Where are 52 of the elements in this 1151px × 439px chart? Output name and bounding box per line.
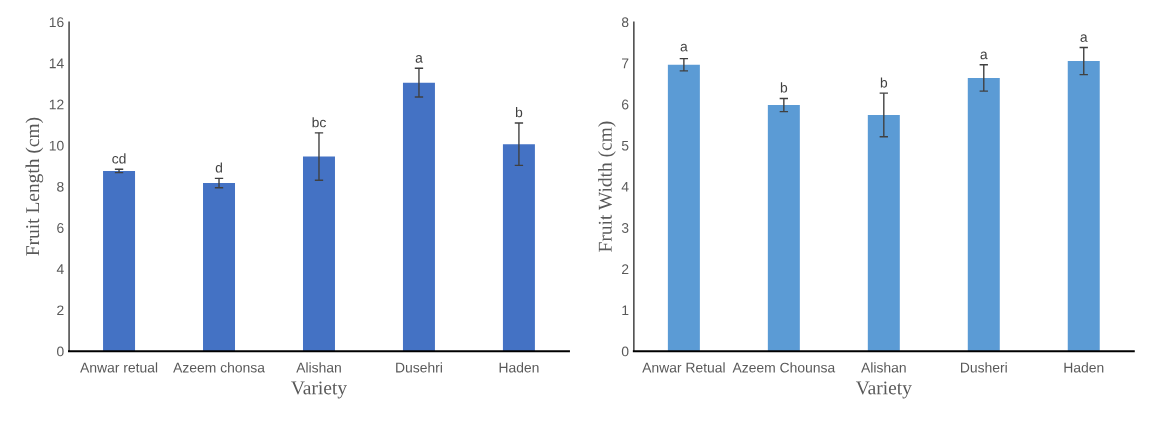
y-tick-label: 7: [622, 58, 629, 69]
x-tick-label: Anwar retual: [80, 362, 158, 373]
x-tick-label: Dusheri: [960, 362, 1007, 373]
bar: [302, 156, 335, 352]
annotation: a: [680, 43, 688, 52]
y-tick-label: 5: [621, 140, 629, 151]
y-tick-label: 10: [49, 140, 64, 151]
x-axis-title: Variety: [855, 381, 912, 399]
x-tick-label: Anwar Retual: [642, 362, 725, 373]
annotation: a: [1080, 34, 1088, 42]
annotation: b: [515, 107, 523, 118]
annotation: a: [415, 55, 423, 63]
y-tick-label: 8: [57, 181, 64, 192]
bar: [502, 144, 535, 352]
x-tick-label: Haden: [499, 362, 539, 373]
annotation: d: [215, 162, 222, 173]
annotation: b: [880, 77, 888, 88]
y-tick-label: 8: [621, 17, 629, 28]
y-tick-label: 1: [622, 305, 629, 316]
x-tick-label: Alishan: [296, 362, 341, 373]
annotation: bc: [312, 117, 326, 128]
x-tick-label: Azeem chonsa: [173, 362, 265, 373]
y-tick-label: 6: [57, 223, 64, 233]
bar: [402, 82, 435, 352]
x-tick-label: Azeem Chounsa: [732, 362, 836, 373]
y-tick-label: 4: [56, 264, 64, 274]
y-axis-title: Fruit Width (cm): [598, 121, 616, 252]
y-tick-label: 0: [57, 346, 64, 357]
x-tick-label: Haden: [1064, 362, 1104, 373]
bar: [1067, 61, 1100, 352]
y-tick-label: 2: [57, 305, 64, 316]
x-tick-label: Dusehri: [396, 362, 442, 373]
bar: [103, 170, 136, 352]
y-tick-label: 4: [621, 182, 629, 192]
y-tick-label: 2: [622, 264, 629, 274]
bar: [203, 183, 236, 352]
x-tick-label: Alishan: [861, 362, 906, 373]
y-tick-label: 14: [49, 58, 64, 69]
bar: [867, 114, 900, 352]
y-axis-title: Fruit Length (cm): [25, 117, 44, 256]
annotation: b: [780, 82, 788, 93]
bar: [767, 105, 800, 352]
bar: [967, 77, 1000, 352]
y-tick-label: 12: [49, 99, 64, 110]
y-tick-label: 16: [49, 17, 64, 28]
bar: [667, 64, 700, 352]
annotation: cd: [112, 153, 126, 164]
y-tick-label: 6: [622, 99, 629, 110]
x-axis-title: Variety: [291, 381, 347, 399]
y-tick-label: 0: [621, 346, 629, 357]
annotation: a: [980, 51, 988, 60]
y-tick-label: 3: [621, 223, 629, 233]
